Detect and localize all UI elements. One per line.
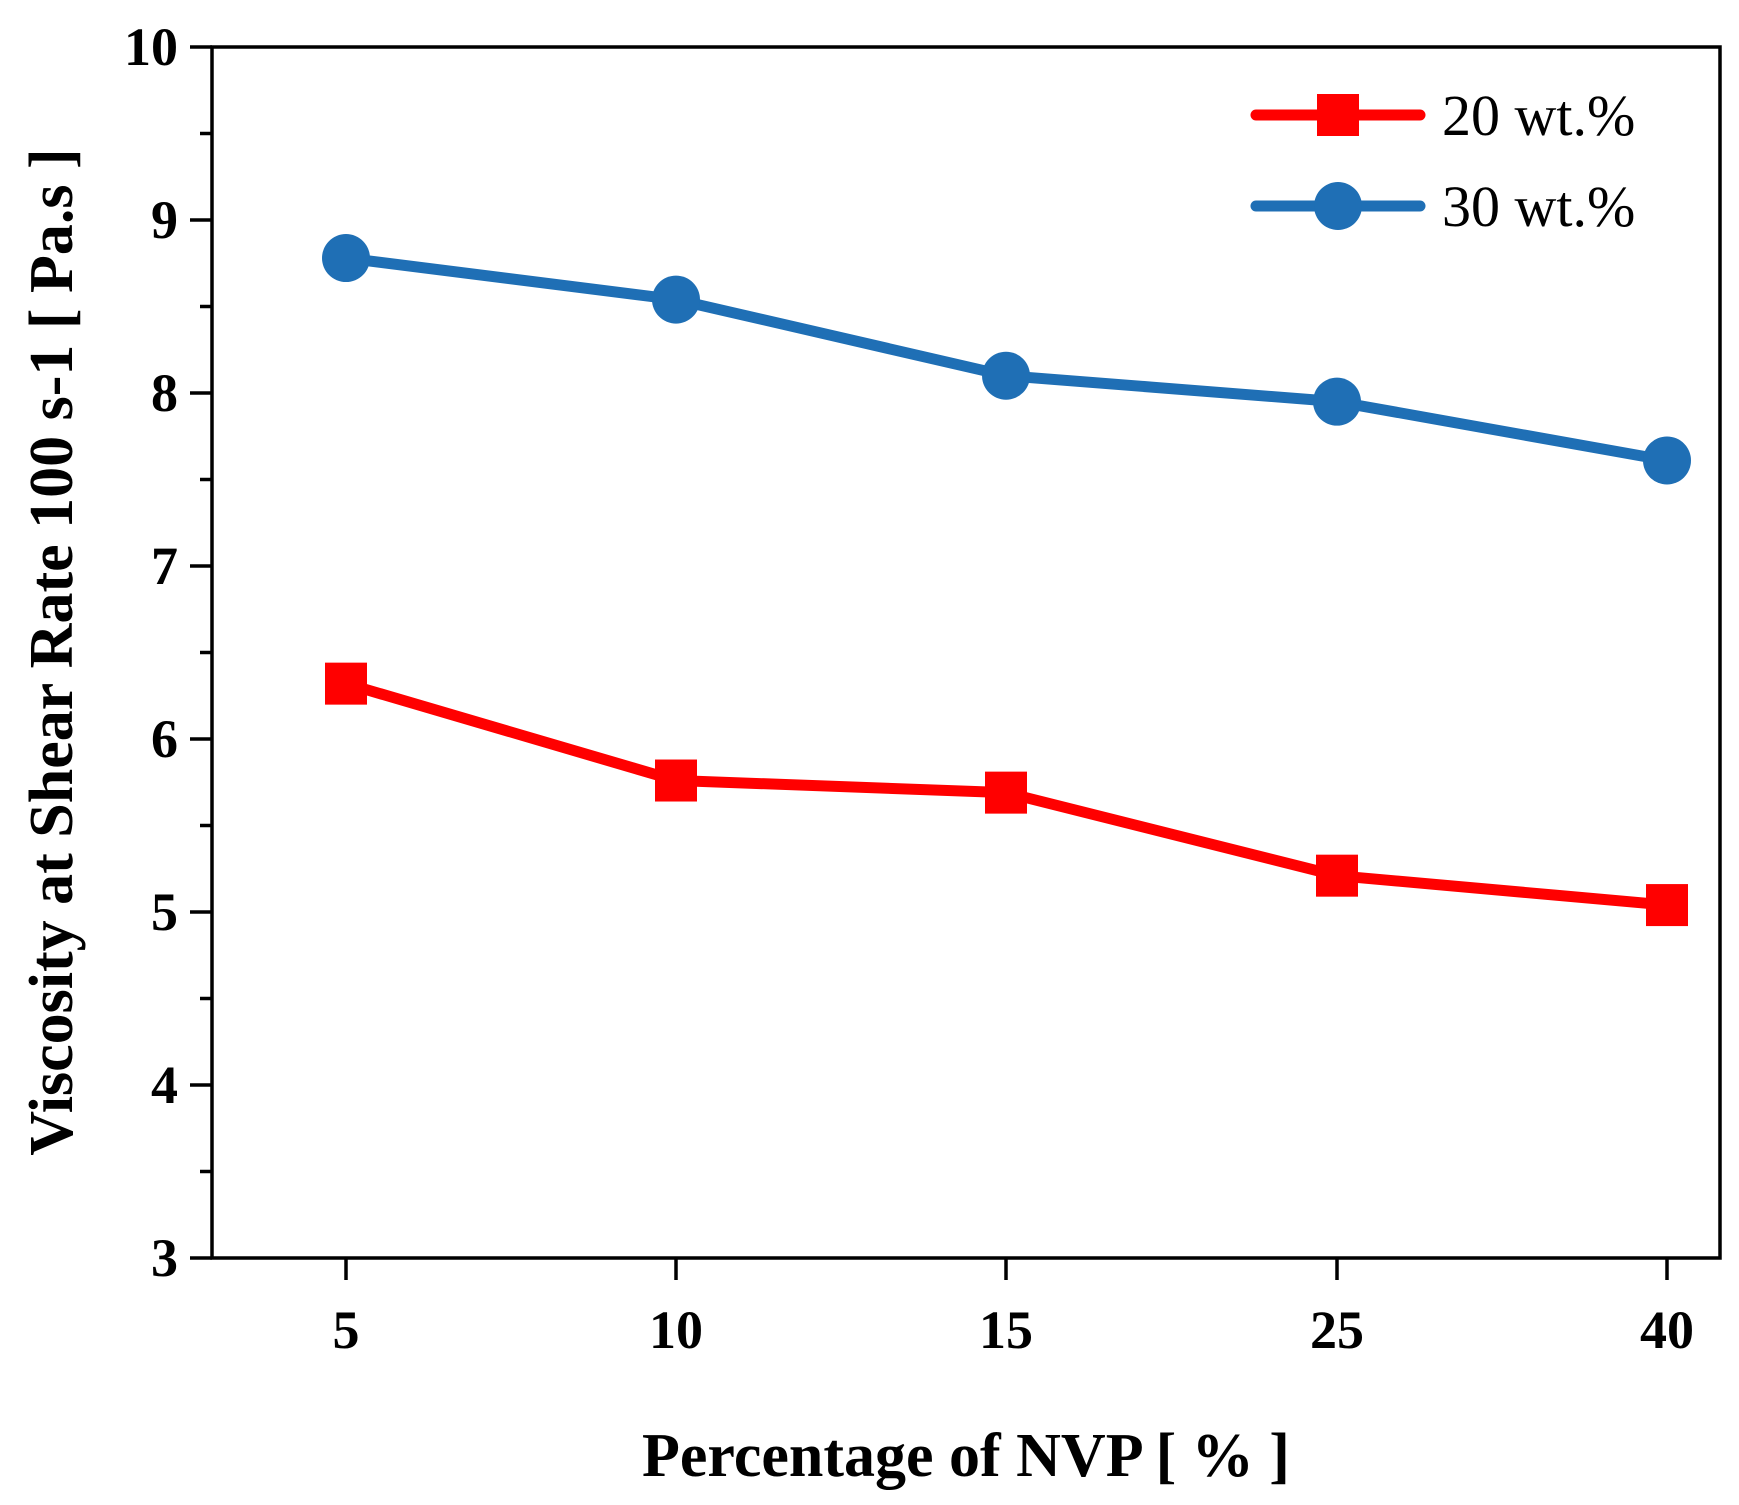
x-tick-label: 15	[979, 1300, 1033, 1360]
series-1-line-segment	[1331, 870, 1673, 911]
legend-label: 30 wt.%	[1442, 174, 1635, 239]
series-2-line-segment	[670, 294, 1012, 382]
series-1-point	[655, 759, 697, 802]
series-1-line-segment	[1000, 787, 1343, 882]
x-axis-title: Percentage of NVP [ % ]	[642, 1422, 1290, 1490]
series-2-line-segment	[1000, 370, 1343, 408]
y-axis-title: Viscosity at Shear Rate 100 s-1 [ Pa.s ]	[18, 148, 86, 1155]
series-1-line-segment	[340, 678, 682, 787]
series-1-line-segment	[670, 775, 1012, 799]
series-layer	[322, 234, 1691, 927]
y-tick-label: 9	[151, 190, 178, 250]
series-1-point	[1316, 854, 1358, 897]
series-2-point	[322, 234, 370, 283]
y-tick-label: 8	[151, 363, 178, 423]
x-tick-label: 10	[649, 1300, 703, 1360]
series-2-point	[1313, 377, 1361, 426]
y-axis: 3 4 5 6 7 8 9 10	[124, 17, 212, 1288]
y-tick-label: 10	[124, 17, 178, 77]
series-2-point	[982, 351, 1030, 400]
series-2-point	[1643, 436, 1691, 485]
y-tick-label: 4	[151, 1055, 178, 1115]
series-2-point	[652, 275, 700, 324]
series-1-point	[325, 662, 367, 705]
series-1-point	[1646, 884, 1688, 927]
x-tick-label: 40	[1640, 1300, 1694, 1360]
legend-marker	[1317, 94, 1359, 136]
legend-label: 20 wt.%	[1442, 83, 1635, 148]
series-1-point	[985, 771, 1027, 814]
legend: 20 wt.% 30 wt.%	[1250, 83, 1635, 239]
series-2-line-segment	[340, 252, 682, 306]
x-tick-label: 5	[333, 1300, 360, 1360]
y-tick-label: 5	[151, 882, 178, 942]
x-axis: 5 10 15 25 40	[333, 1258, 1694, 1360]
series-2-line-segment	[1331, 396, 1673, 466]
legend-marker	[1314, 182, 1362, 230]
y-tick-label: 6	[151, 709, 178, 769]
x-tick-label: 25	[1310, 1300, 1364, 1360]
y-tick-label: 3	[151, 1228, 178, 1288]
y-tick-label: 7	[151, 536, 178, 596]
